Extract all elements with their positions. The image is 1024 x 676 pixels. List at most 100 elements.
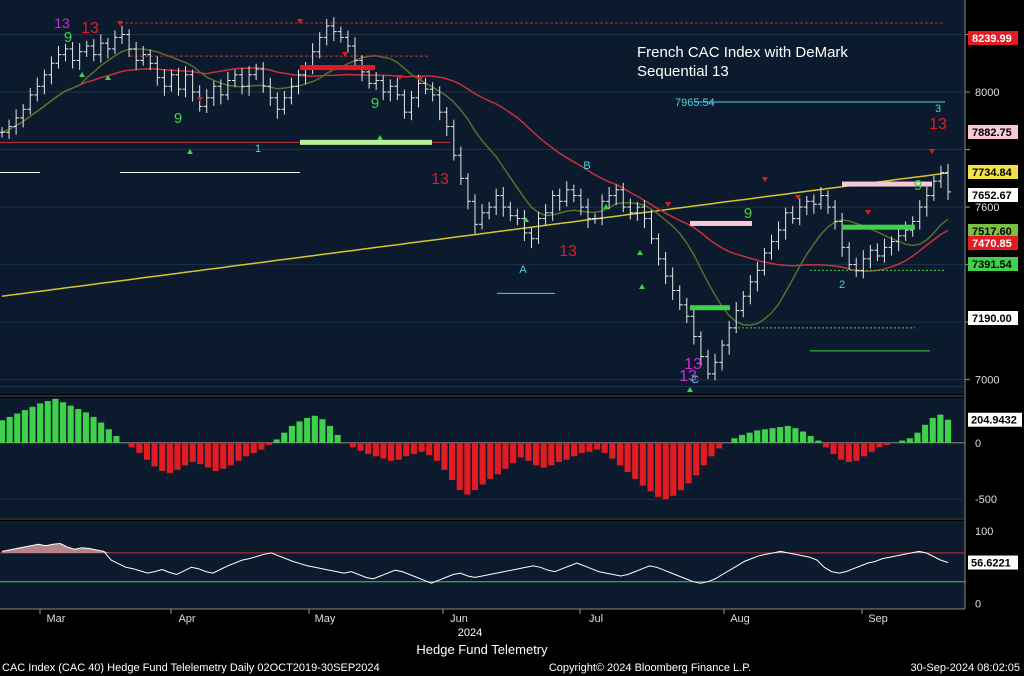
oscillator-bar xyxy=(105,429,112,443)
demark-count-label: 13 xyxy=(929,116,947,133)
oscillator-bar xyxy=(21,410,28,443)
demark-arrow xyxy=(603,204,609,209)
oscillator-bar xyxy=(426,442,433,456)
demark-arrow xyxy=(117,21,123,26)
oscillator-last-label: 204.9432 xyxy=(971,415,1017,427)
oscillator-bar xyxy=(296,421,303,443)
oscillator-bar xyxy=(708,442,715,457)
oscillator-bar xyxy=(29,406,36,443)
price-label-box xyxy=(968,224,1018,238)
oscillator-bar xyxy=(738,434,746,443)
oscillator-bar xyxy=(37,403,44,443)
oscillator-bar xyxy=(578,442,585,453)
moving-average-line xyxy=(1,172,949,297)
oscillator-bar xyxy=(769,428,776,443)
oscillator-bar xyxy=(601,442,608,453)
oscillator-bar xyxy=(349,442,356,448)
oscillator-bar xyxy=(44,401,51,443)
demark-count-label: 9 xyxy=(371,95,379,112)
oscillator-bar xyxy=(685,442,692,484)
oscillator-bar xyxy=(334,434,341,443)
oscillator-bar xyxy=(944,419,952,443)
oscillator-bar xyxy=(288,425,295,443)
oscillator-bar xyxy=(883,442,891,446)
demark-arrow xyxy=(197,97,203,102)
price-label-text: 7517.60 xyxy=(972,226,1012,238)
oscillator-bar xyxy=(616,442,624,466)
month-label: Apr xyxy=(178,613,195,625)
price-label-text: 7882.75 xyxy=(972,127,1012,139)
oscillator-bar xyxy=(563,442,570,460)
demark-count-label: 1 xyxy=(255,143,261,155)
oscillator-bar xyxy=(456,442,463,491)
oscillator-bar xyxy=(143,442,151,460)
oscillator-bar xyxy=(6,416,13,443)
year-label: 2024 xyxy=(458,627,482,639)
price-tick-label: 7600 xyxy=(975,202,999,214)
demark-arrow xyxy=(342,52,348,57)
oscillator-bar xyxy=(525,442,532,461)
oscillator-bar xyxy=(410,442,418,455)
oscillator-bar xyxy=(113,436,120,443)
setup-zone-bar xyxy=(690,220,752,226)
price-label-box xyxy=(968,311,1018,325)
demark-count-label: A xyxy=(519,264,527,276)
footer-center-label: Hedge Fund Telemetry xyxy=(416,642,548,657)
oscillator-bar xyxy=(876,442,883,448)
oscillator-bar xyxy=(815,440,822,443)
setup-zone-bar xyxy=(690,305,730,311)
oscillator-bar xyxy=(777,427,784,443)
oscillator-bar xyxy=(128,442,135,448)
month-label: Mar xyxy=(47,613,66,625)
oscillator-bar xyxy=(388,442,395,461)
oscillator-bar xyxy=(532,442,540,466)
oscillator-bar xyxy=(182,442,189,466)
price-label-text: 7470.85 xyxy=(972,238,1012,250)
oscillator-axis: 0 -500 204.9432 xyxy=(968,412,1022,506)
price-label-box xyxy=(968,188,1018,202)
demark-arrow xyxy=(795,195,801,200)
setup-zone-bar xyxy=(300,65,375,71)
rsi-axis: 100 0 56.6221 xyxy=(968,526,1018,610)
oscillator-bar xyxy=(670,442,677,496)
price-label-box xyxy=(968,165,1018,179)
rsi-tick-label: 0 xyxy=(975,598,981,610)
price-label-box xyxy=(968,236,1018,250)
footer-copyright: Copyright© 2024 Bloomberg Finance L.P. xyxy=(549,662,751,674)
oscillator-bar xyxy=(243,442,250,457)
oscillator-bar xyxy=(204,442,212,468)
oscillator-bar xyxy=(594,442,601,450)
rsi-line-path xyxy=(1,542,949,584)
oscillator-bar xyxy=(662,442,669,500)
oscillator-bar xyxy=(311,415,318,443)
oscillator-bar xyxy=(464,442,471,495)
oscillator-bar xyxy=(937,414,944,443)
oscillator-bar xyxy=(151,442,158,467)
oscillator-bar xyxy=(75,409,82,443)
oscillator-bar xyxy=(517,442,524,458)
demark-arrow xyxy=(417,77,423,82)
oscillator-bar xyxy=(265,442,273,446)
rsi-last-label: 56.6221 xyxy=(971,558,1011,570)
oscillator-bar xyxy=(395,442,402,460)
oscillator-bar xyxy=(555,442,562,462)
oscillator-bar xyxy=(822,442,829,448)
oscillator-bar xyxy=(807,436,814,443)
demark-arrow xyxy=(523,217,529,222)
demark-count-label: 13 xyxy=(679,368,697,385)
oscillator-tick-label: -500 xyxy=(975,494,997,506)
month-label: Sep xyxy=(868,613,888,625)
oscillator-bar xyxy=(754,430,761,443)
oscillator-bar xyxy=(571,442,578,457)
oscillator-bar xyxy=(471,442,479,491)
demark-count-label: 9 xyxy=(174,110,182,127)
demark-count-label: 13 xyxy=(684,356,702,373)
oscillator-bar xyxy=(281,432,288,443)
oscillator-bar xyxy=(677,442,685,491)
oscillator-bar xyxy=(159,442,166,471)
oscillator-bar xyxy=(174,442,181,470)
demark-arrow xyxy=(79,72,85,77)
demark-count-label: 2 xyxy=(839,279,845,291)
price-label-text: 7652.67 xyxy=(972,190,1012,202)
oscillator-bar xyxy=(639,442,646,486)
